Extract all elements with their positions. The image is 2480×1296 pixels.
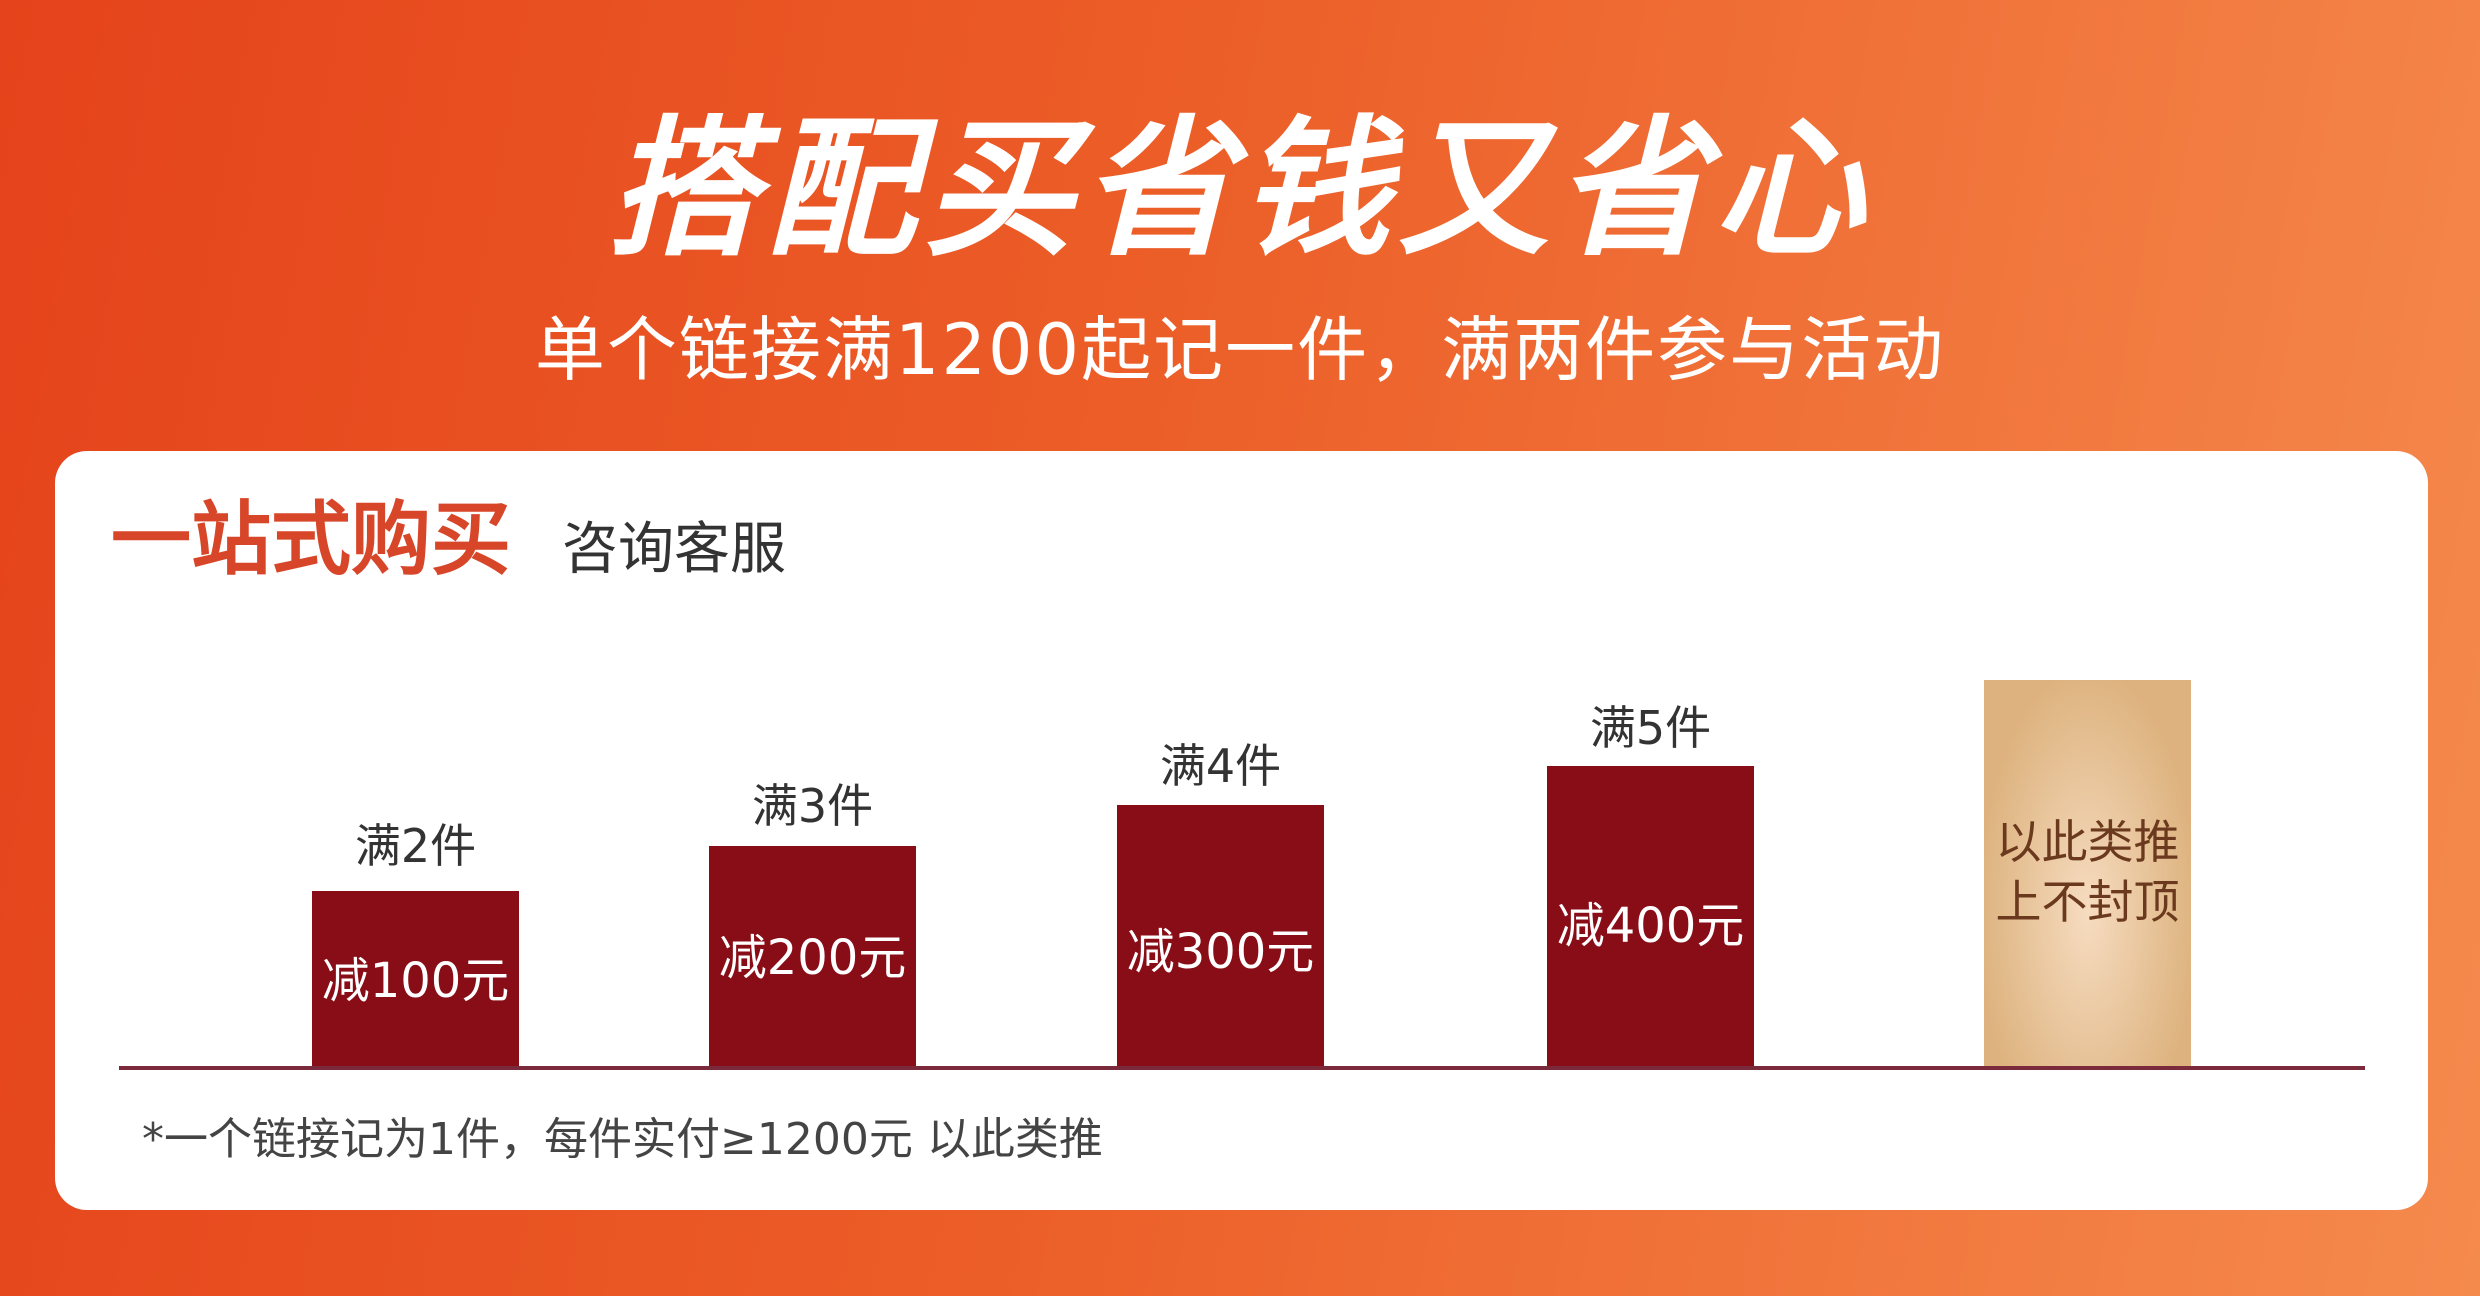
- baseline: [119, 1066, 2365, 1070]
- headline: 搭配买省钱又省心: [607, 103, 1872, 277]
- tier-discount: 减300元: [1126, 924, 1315, 980]
- tier-label: 满3件: [751, 779, 874, 833]
- tier-bar: [1117, 805, 1324, 1068]
- tier-label: 满2件: [354, 819, 477, 873]
- tier-discount: 减100元: [321, 953, 510, 1009]
- tier-bar: [312, 891, 519, 1068]
- footnote: *一个链接记为1件，每件实付≥1200元 以此类推: [142, 1114, 1103, 1165]
- service-link[interactable]: 咨询客服: [562, 517, 786, 582]
- tier-label: 满4件: [1159, 739, 1282, 793]
- tier-bar: [709, 846, 916, 1068]
- card-title: 一站式购买: [111, 493, 511, 586]
- tier-label: 满5件: [1589, 701, 1712, 755]
- more-text: 以此类推: [1995, 815, 2180, 869]
- subheadline: 单个链接满1200起记一件，满两件参与活动: [534, 309, 1946, 391]
- tier-discount: 减200元: [718, 930, 907, 986]
- more-text: 上不封顶: [1995, 875, 2180, 929]
- tier-discount: 减400元: [1556, 898, 1745, 954]
- tier-bar: [1547, 766, 1754, 1068]
- more-tier-box: [1984, 680, 2191, 1068]
